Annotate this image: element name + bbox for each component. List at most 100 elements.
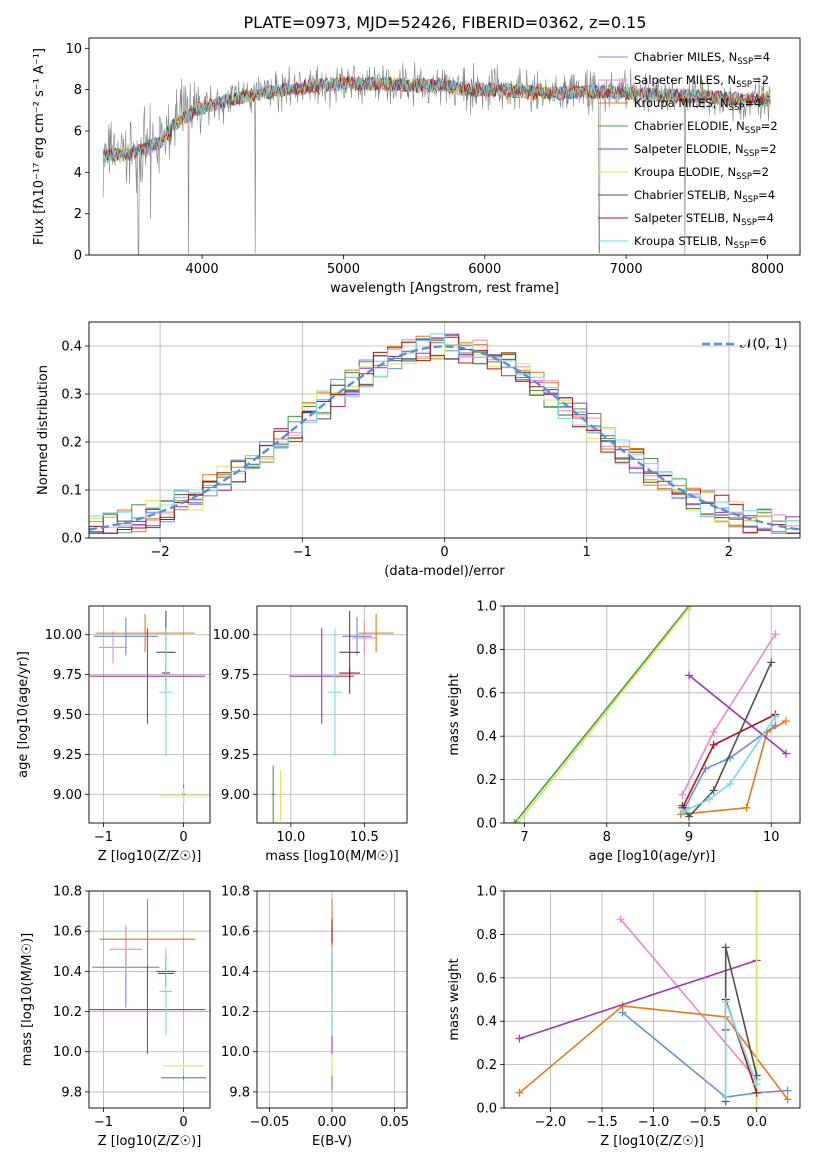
- legend-entry: Kroupa STELIB, NSSP=6: [634, 234, 766, 251]
- x-tick-label: 1: [583, 545, 591, 560]
- series-line-salpeter_elodie: [688, 674, 787, 755]
- spectrum-lines: [102, 62, 771, 255]
- y-tick-label: 0.3: [61, 388, 82, 403]
- y-tick-label: 10.0: [221, 1045, 250, 1060]
- y-tick-label: 1.0: [476, 885, 497, 900]
- y-tick-label: 10.6: [221, 925, 250, 940]
- x-tick-label: 0: [179, 1115, 187, 1130]
- y-tick-label: 9.50: [221, 708, 250, 723]
- legend-entry-sub: SSP: [742, 195, 758, 205]
- legend-entry-count: =4: [744, 96, 761, 110]
- weight_vs_age-panel: 7 8 9 10 0.0 0.2 0.4 0.6 0.8 1.0 age [log10(age/yr…: [447, 600, 801, 864]
- weight-lines: [510, 606, 791, 823]
- legend-entry: Chabrier MILES, NSSP=4: [634, 50, 770, 67]
- legend-entry-sub: SSP: [729, 103, 745, 113]
- y-tick-label: 10.4: [53, 965, 82, 980]
- x-tick-label: −1: [94, 830, 113, 845]
- legend-entry: Salpeter STELIB, NSSP=4: [634, 211, 774, 228]
- legend-entry-sub: SSP: [737, 57, 753, 67]
- errorbars: [271, 610, 394, 823]
- series-line-salpeter_stelib: [681, 713, 776, 809]
- legend-entry: Chabrier ELODIE, NSSP=2: [634, 119, 778, 136]
- y-tick-label: 0.4: [476, 730, 497, 745]
- x-tick-label: 9: [685, 830, 693, 845]
- legend-entry-name: Chabrier ELODIE, N: [634, 119, 745, 133]
- age_vs_mass-panel: 10.0 10.5 9.00 9.25 9.50 9.75 10.00 mass [log10…: [213, 605, 408, 864]
- x-tick-label: 0: [179, 830, 187, 845]
- legend-entry-count: =2: [752, 165, 769, 179]
- y-tick-label: 0: [74, 249, 82, 264]
- y-tick-label: 0.6: [476, 971, 497, 986]
- series-line-kroupa_miles: [680, 720, 787, 816]
- y-tick-label: 0.2: [476, 1058, 497, 1073]
- y-tick-label: 10.2: [53, 1005, 82, 1020]
- weight_vs_Z-panel: −2.0 −1.5 −1.0 −0.5 0.0 0.0 0.2 0.4 0.6 0.8 1.0 Z […: [447, 885, 801, 1149]
- y-axis-label: mass weight: [447, 958, 462, 1040]
- legend-entry-name: Salpeter STELIB, N: [634, 211, 741, 225]
- legend-entry-name: Kroupa ELODIE, N: [634, 165, 736, 179]
- y-tick-label: 1.0: [476, 600, 497, 615]
- x-tick-label: −0.05: [250, 1115, 290, 1130]
- y-tick-label: 10.8: [221, 885, 250, 900]
- legend-entry-sub: SSP: [745, 126, 761, 136]
- errorbars: [89, 899, 206, 1080]
- model-spectrum-kroupa_stelib: [102, 75, 771, 163]
- errorbars: [89, 610, 208, 804]
- x-tick-label: 7000: [610, 262, 643, 277]
- y-tick-label: 0.8: [476, 928, 497, 943]
- legend-entry-name: Chabrier STELIB, N: [634, 188, 742, 202]
- y-tick-label: 9.25: [221, 748, 250, 763]
- legend-entry-sub: SSP: [741, 218, 757, 228]
- residuals-panel: −2 −1 0 1 2 0.0 0.1 0.2 0.3 0.4 (data-model)/error…: [36, 321, 801, 579]
- legend-entry-count: =4: [758, 188, 775, 202]
- y-tick-label: 9.8: [61, 1085, 82, 1100]
- x-tick-label: −2: [151, 545, 170, 560]
- series-line-chabrier_miles: [684, 724, 776, 809]
- age_vs_Z-panel: −1 0 9.00 9.25 9.50 9.75 10.00 Z [log10(Z/Z☉)] a…: [16, 605, 211, 864]
- y-tick-label: 10.2: [221, 1005, 250, 1020]
- gaussian-curve: [89, 345, 800, 531]
- axes-frame: [503, 605, 801, 824]
- legend-entry-count: =4: [753, 50, 770, 64]
- series-line-salpeter_miles: [681, 633, 776, 796]
- y-axis-label: mass weight: [447, 673, 462, 755]
- x-axis-label: Z [log10(Z/Z☉)]: [98, 849, 202, 864]
- series-line-salpeter_miles: [619, 918, 758, 1081]
- y-tick-label: 9.8: [229, 1085, 250, 1100]
- legend-entry-name: Salpeter ELODIE, N: [634, 142, 744, 156]
- y-tick-label: 0.8: [476, 643, 497, 658]
- y-tick-label: 6: [74, 125, 82, 140]
- x-tick-label: 2: [725, 545, 733, 560]
- y-tick-label: 0.2: [476, 773, 497, 788]
- x-tick-label: −2.0: [535, 1115, 567, 1130]
- legend-entry: Kroupa ELODIE, NSSP=2: [634, 165, 769, 182]
- y-tick-label: 9.25: [53, 748, 82, 763]
- legend-entry: Salpeter ELODIE, NSSP=2: [634, 142, 777, 159]
- axes-frame: [256, 605, 408, 824]
- y-tick-label: 10.8: [53, 885, 82, 900]
- x-axis-label: Z [log10(Z/Z☉)]: [600, 1134, 704, 1149]
- legend-entry-name: Kroupa STELIB, N: [634, 234, 734, 248]
- legend-entry: Chabrier STELIB, NSSP=4: [634, 188, 775, 205]
- x-tick-label: −1.5: [586, 1115, 618, 1130]
- x-axis-label: (data-model)/error: [384, 564, 505, 579]
- x-tick-label: 10: [763, 830, 780, 845]
- legend-entry-sub: SSP: [736, 80, 752, 90]
- x-tick-label: −1.0: [638, 1115, 670, 1130]
- x-tick-label: 6000: [468, 262, 501, 277]
- y-tick-label: 0.2: [61, 436, 82, 451]
- x-tick-label: 0.00: [318, 1115, 347, 1130]
- axes-frame: [88, 605, 211, 824]
- x-axis-label: age [log10(age/yr)]: [589, 849, 716, 864]
- y-tick-label: 9.00: [53, 788, 82, 803]
- axes-frame: [88, 890, 211, 1109]
- axes-frame: [503, 890, 801, 1109]
- x-axis-label: wavelength [Angstrom, rest frame]: [330, 281, 559, 296]
- x-tick-label: −1: [94, 1115, 113, 1130]
- y-tick-label: 10.4: [221, 965, 250, 980]
- series-line-chabrier_elodie: [514, 606, 690, 823]
- histograms: [89, 333, 800, 534]
- legend-entry-name: Kroupa MILES, N: [634, 96, 729, 110]
